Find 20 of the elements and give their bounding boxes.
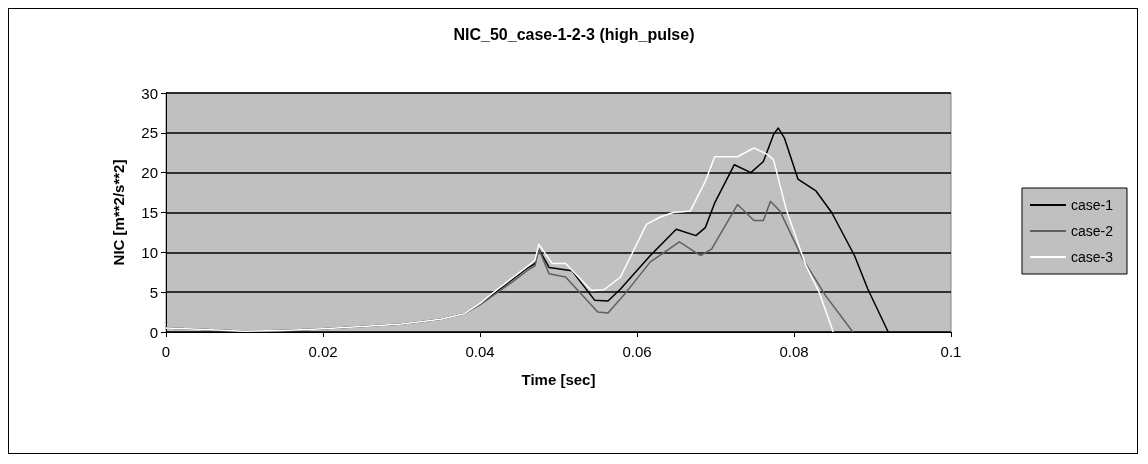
y-tick-label: 0 xyxy=(149,323,158,341)
legend-label: case-2 xyxy=(1070,223,1114,239)
x-tick-label: 0.1 xyxy=(940,343,962,360)
y-tick-label: 20 xyxy=(141,164,158,182)
y-tick-label: 5 xyxy=(149,283,158,301)
line-series xyxy=(165,147,834,333)
y-tick-label: 30 xyxy=(141,84,158,102)
y-axis-title: NIC [m**2/s**2] xyxy=(110,159,127,266)
chart-title: NIC_50_case-1-2-3 (high_pulse) xyxy=(453,25,695,43)
y-tick-label: 25 xyxy=(141,124,158,142)
x-tick-label: 0.02 xyxy=(308,343,338,360)
x-tick-label: 0.06 xyxy=(622,343,652,360)
legend-label: case-3 xyxy=(1070,249,1114,265)
y-tick-label: 10 xyxy=(141,243,158,261)
x-tick-label: 0.04 xyxy=(465,343,495,360)
x-axis-title: Time [sec] xyxy=(521,371,596,388)
x-tick-label: 0.08 xyxy=(779,343,809,360)
x-tick-label: 0 xyxy=(161,343,171,360)
legend-label: case-1 xyxy=(1070,197,1114,213)
y-tick-label: 15 xyxy=(141,204,158,221)
